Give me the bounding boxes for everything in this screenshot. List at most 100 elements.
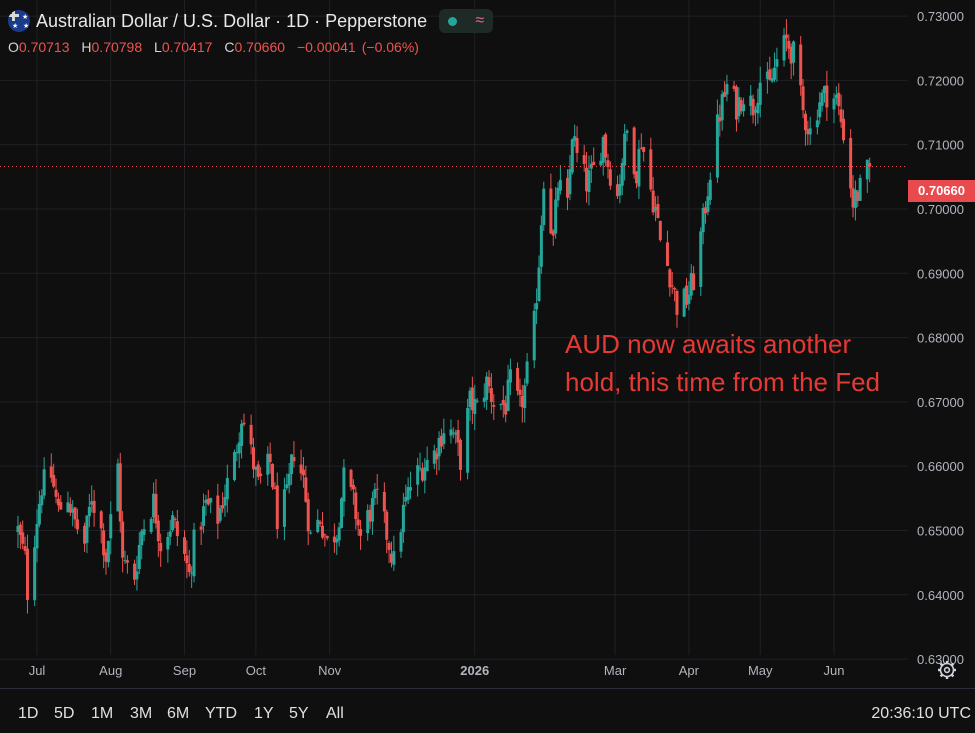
- candle-body: [242, 422, 246, 425]
- candle-body: [232, 452, 236, 481]
- candle-body: [168, 531, 172, 537]
- timeframe-6m[interactable]: 6M: [167, 705, 190, 722]
- candle-body: [56, 498, 60, 506]
- change-value: −0.00041: [296, 39, 356, 55]
- candle-body: [368, 509, 372, 522]
- candle-body: [370, 498, 374, 522]
- market-status-pill[interactable]: ≈: [439, 9, 494, 33]
- candle-body: [504, 403, 508, 415]
- timeframe-1m[interactable]: 1M: [91, 705, 114, 722]
- candle-body: [720, 94, 724, 121]
- candle-body: [209, 498, 213, 503]
- candle-body: [637, 149, 641, 187]
- candle-body: [832, 98, 836, 110]
- candle-body: [632, 127, 636, 175]
- candle-body: [192, 529, 196, 577]
- candle-body: [853, 189, 857, 208]
- y-axis[interactable]: 0.630000.640000.650000.660000.670000.680…: [917, 9, 964, 667]
- timeframe-1d[interactable]: 1D: [18, 705, 39, 722]
- y-tick-label: 0.69000: [917, 266, 964, 281]
- candle-body: [152, 493, 156, 518]
- candle-body: [142, 529, 146, 535]
- x-axis[interactable]: Jul Aug Sep Oct Nov 2026 Mar Apr May Jun: [29, 663, 845, 678]
- candle-body: [404, 496, 408, 502]
- candle-body: [442, 433, 446, 445]
- x-tick-label: Mar: [604, 663, 627, 678]
- candle-body: [623, 133, 627, 166]
- x-tick-label: 2026: [460, 663, 489, 678]
- candle-body: [803, 113, 807, 131]
- candle-body: [332, 536, 336, 543]
- chart-annotation: AUD now awaits another hold, this time f…: [565, 325, 880, 401]
- candle-body: [558, 179, 562, 191]
- candle-body: [90, 501, 94, 505]
- timeframe-1y[interactable]: 1Y: [254, 705, 274, 722]
- y-tick-label: 0.68000: [917, 331, 964, 346]
- timeframe-ytd[interactable]: YTD: [205, 705, 237, 722]
- candle-body: [387, 543, 391, 550]
- x-tick-label: Oct: [246, 663, 267, 678]
- candle-body: [468, 390, 472, 408]
- gear-icon[interactable]: [937, 660, 957, 680]
- candle-body: [325, 535, 329, 539]
- candle-body: [73, 507, 77, 520]
- timeframe-3m[interactable]: 3M: [130, 705, 153, 722]
- candle-body: [539, 225, 543, 267]
- candle-body: [582, 155, 586, 164]
- candle-body: [639, 147, 643, 149]
- candle-body: [149, 518, 153, 533]
- candle-body: [656, 204, 660, 218]
- candle-body: [382, 491, 386, 512]
- candle-body: [508, 369, 512, 383]
- candle-body: [734, 86, 738, 120]
- x-tick-label: Apr: [679, 663, 700, 678]
- candle-body: [356, 519, 360, 526]
- candle-body: [273, 487, 277, 490]
- candle-body: [83, 525, 87, 544]
- candle-body: [251, 447, 255, 470]
- candle-body: [568, 169, 572, 195]
- y-tick-label: 0.67000: [917, 395, 964, 410]
- candle-body: [68, 503, 72, 513]
- candle-body: [589, 163, 593, 169]
- candle-body: [751, 98, 755, 116]
- candle-body: [249, 424, 253, 445]
- candle-body: [85, 515, 89, 543]
- candle-body: [137, 544, 141, 569]
- high-label: H: [81, 39, 92, 55]
- candle-body: [351, 484, 355, 490]
- candle-body: [373, 489, 377, 499]
- candle-body: [501, 400, 505, 405]
- candle-body: [670, 285, 674, 287]
- timeframe-all[interactable]: All: [326, 705, 344, 722]
- candle-body: [285, 484, 289, 489]
- candle-body: [342, 467, 346, 502]
- candle-body: [575, 137, 579, 153]
- candle-body: [473, 399, 477, 414]
- candle-body: [592, 161, 596, 166]
- candle-body: [499, 403, 503, 406]
- y-tick-label: 0.73000: [917, 9, 964, 24]
- candle-body: [601, 136, 605, 163]
- x-tick-label: Aug: [99, 663, 122, 678]
- candle-body: [190, 572, 194, 574]
- chart-header: ★ ★ ★ Australian Dollar / U.S. Dollar · …: [8, 9, 494, 33]
- candle-body: [199, 526, 203, 530]
- close-label: C: [224, 39, 235, 55]
- timeframe-5y[interactable]: 5Y: [289, 705, 309, 722]
- utc-clock[interactable]: 20:36:10 UTC: [871, 705, 971, 722]
- candle-body: [375, 488, 379, 490]
- candle-body: [275, 485, 279, 530]
- candle-body: [223, 497, 227, 506]
- candle-body: [54, 489, 58, 497]
- timeframe-5d[interactable]: 5D: [54, 705, 75, 722]
- symbol-title[interactable]: Australian Dollar / U.S. Dollar · 1D · P…: [36, 10, 428, 31]
- candle-body: [409, 487, 413, 491]
- candle-body: [416, 465, 420, 485]
- candle-body: [585, 167, 589, 192]
- candle-body: [359, 529, 363, 536]
- candle-body: [159, 543, 163, 552]
- candle-body: [756, 102, 760, 114]
- candle-body: [121, 521, 125, 558]
- candle-body: [775, 59, 779, 67]
